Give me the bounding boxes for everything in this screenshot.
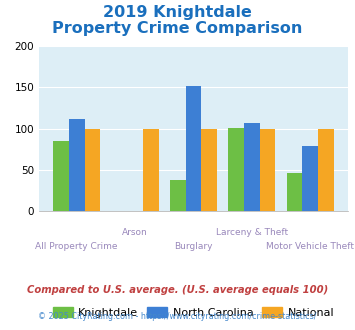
Legend: Knightdale, North Carolina, National: Knightdale, North Carolina, National bbox=[48, 303, 339, 322]
Bar bbox=[143, 129, 159, 211]
Bar bbox=[84, 129, 100, 211]
Bar bbox=[244, 123, 260, 211]
Bar bbox=[53, 141, 69, 211]
Bar bbox=[228, 128, 244, 211]
Bar bbox=[69, 119, 84, 211]
Bar bbox=[286, 173, 302, 211]
Text: Motor Vehicle Theft: Motor Vehicle Theft bbox=[266, 242, 354, 251]
Text: Larceny & Theft: Larceny & Theft bbox=[216, 228, 288, 237]
Bar bbox=[318, 129, 334, 211]
Bar bbox=[170, 180, 186, 211]
Text: Burglary: Burglary bbox=[174, 242, 213, 251]
Text: 2019 Knightdale: 2019 Knightdale bbox=[103, 5, 252, 20]
Bar bbox=[201, 129, 217, 211]
Text: All Property Crime: All Property Crime bbox=[36, 242, 118, 251]
Bar bbox=[302, 146, 318, 211]
Text: © 2025 CityRating.com - https://www.cityrating.com/crime-statistics/: © 2025 CityRating.com - https://www.city… bbox=[38, 312, 317, 321]
Text: Arson: Arson bbox=[122, 228, 148, 237]
Text: Compared to U.S. average. (U.S. average equals 100): Compared to U.S. average. (U.S. average … bbox=[27, 285, 328, 295]
Bar bbox=[186, 86, 201, 211]
Bar bbox=[260, 129, 275, 211]
Text: Property Crime Comparison: Property Crime Comparison bbox=[52, 21, 303, 36]
